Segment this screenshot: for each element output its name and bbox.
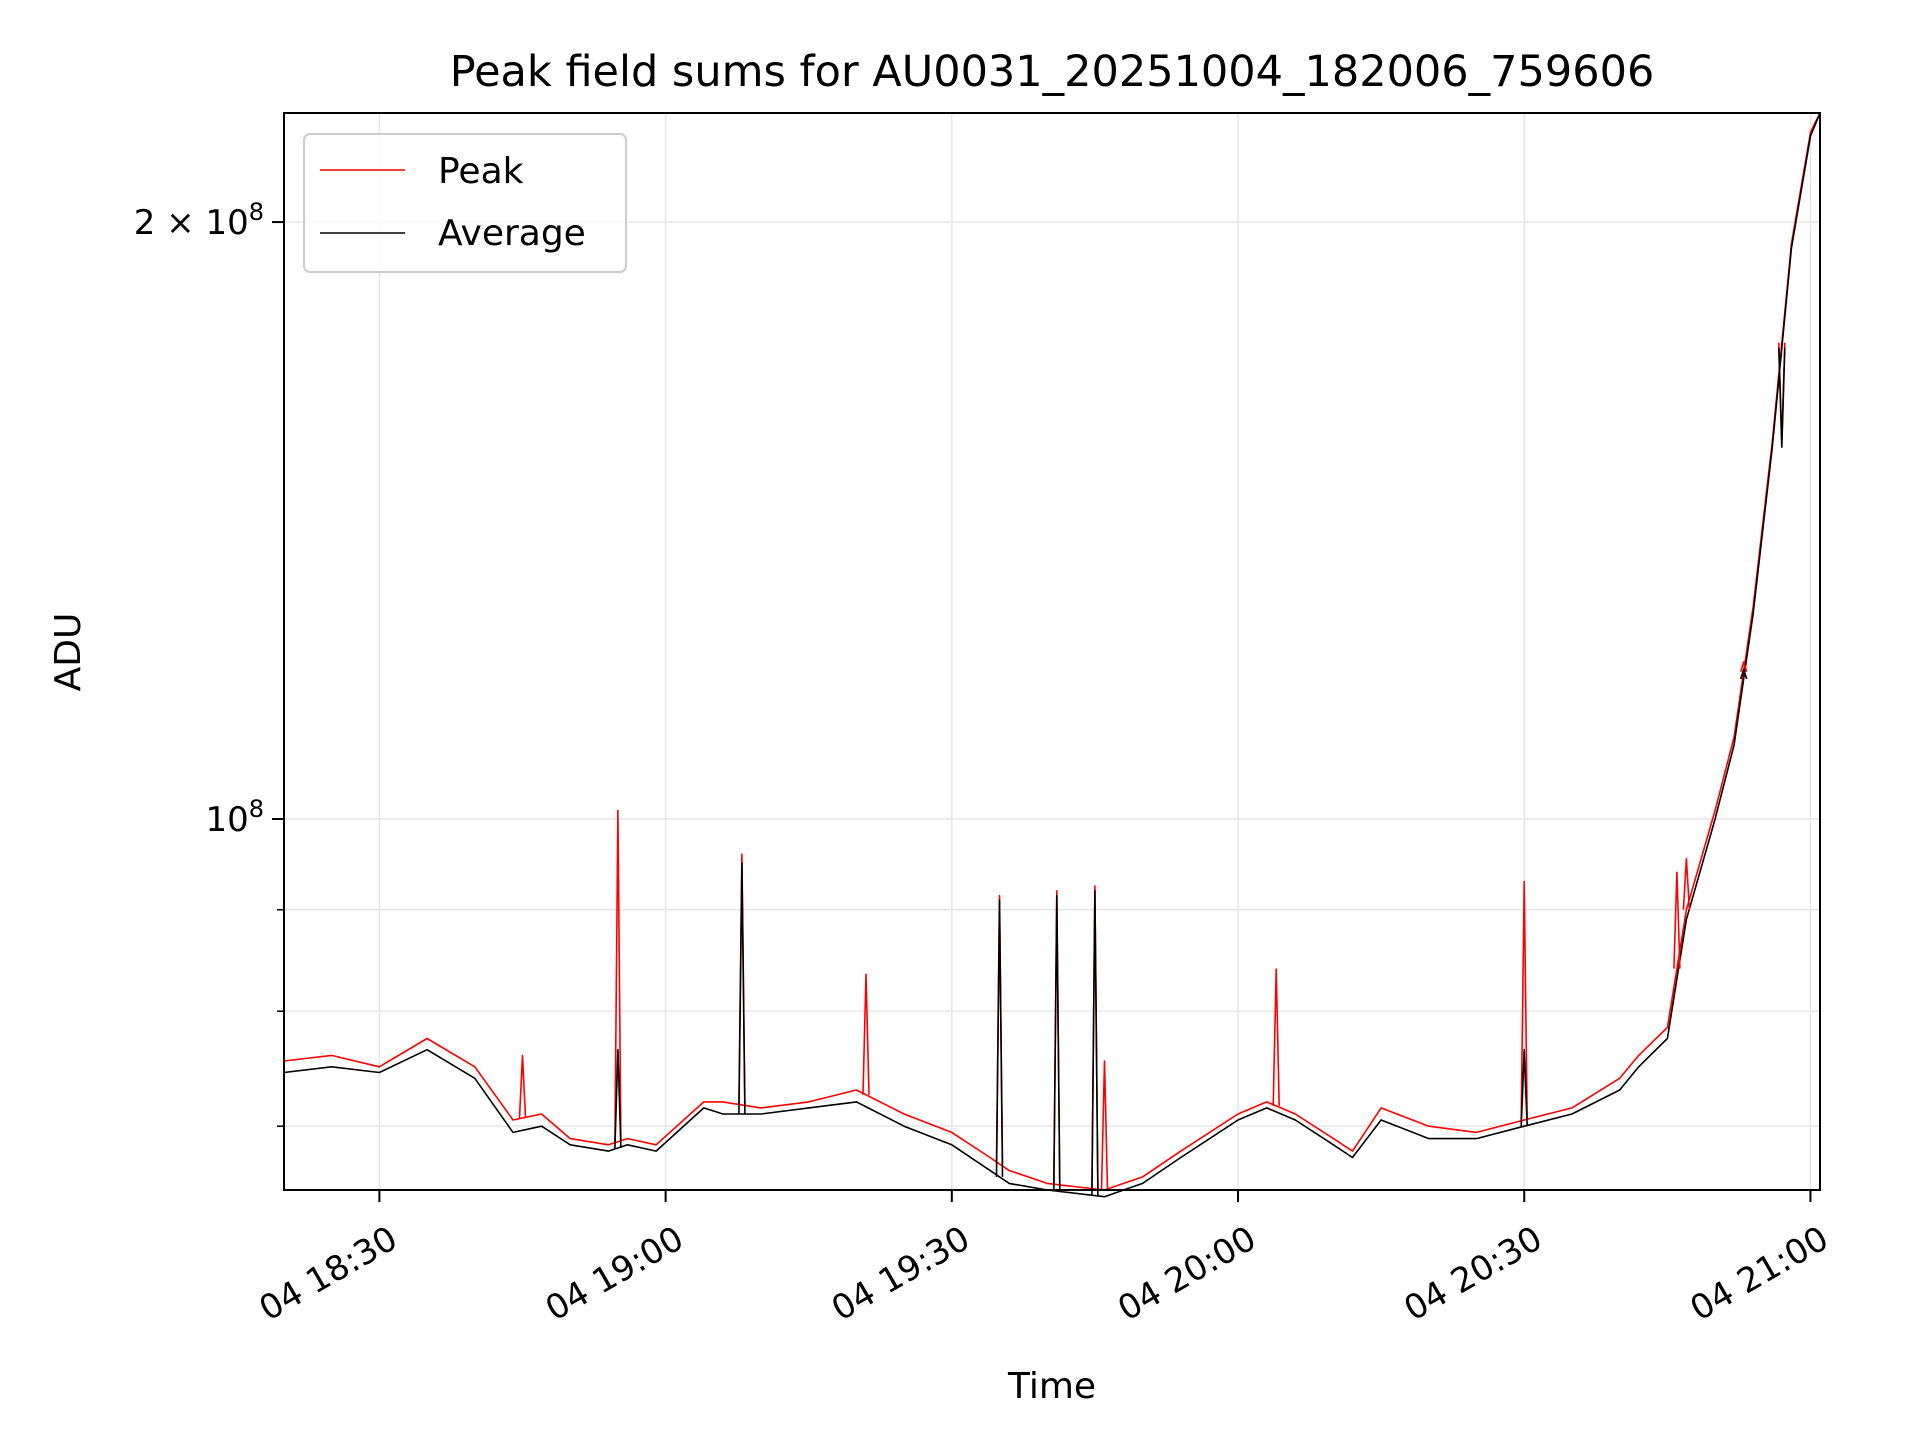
x-tick-label: 04 18:30 xyxy=(253,1219,405,1330)
legend-entry-peak: Peak xyxy=(438,151,524,192)
spike-average xyxy=(995,899,1004,1177)
spike-peak xyxy=(1673,871,1681,969)
x-axis-label: Time xyxy=(1007,1366,1096,1407)
series-line-average xyxy=(283,112,1821,1198)
grid xyxy=(284,113,1820,1190)
spike-peak xyxy=(1682,857,1691,910)
spike-peak xyxy=(518,1054,527,1119)
x-tick-label: 04 20:00 xyxy=(1111,1219,1263,1330)
legend-entry-average: Average xyxy=(438,213,586,254)
legend-box xyxy=(303,133,627,273)
spike-peak xyxy=(862,973,870,1095)
spike-average xyxy=(614,1048,622,1149)
x-tick-label: 04 21:00 xyxy=(1684,1219,1836,1330)
spike-average xyxy=(1520,1048,1528,1127)
x-tick-label: 04 19:00 xyxy=(539,1219,691,1330)
spike-peak xyxy=(1100,1060,1109,1191)
x-tick-label: 04 20:30 xyxy=(1397,1219,1549,1330)
x-axis: 04 18:30 04 19:00 04 19:30 04 20:00 04 20:30… xyxy=(253,1190,1836,1330)
y-axis-label: ADU xyxy=(48,613,89,692)
spike-average xyxy=(1739,668,1748,680)
spike-average xyxy=(1091,889,1099,1196)
series-line-peak xyxy=(283,112,1821,1191)
spike-peak xyxy=(1739,661,1748,672)
spike-average xyxy=(738,862,746,1115)
chart-title: Peak field sums for AU0031_20251004_1820… xyxy=(450,47,1655,97)
plot-frame xyxy=(283,112,1821,1191)
spike-peak xyxy=(1520,880,1528,1121)
y-tick-label: 108 xyxy=(205,795,264,840)
plot-area xyxy=(283,112,1821,1198)
spike-peak xyxy=(614,809,622,1142)
y-tick-label: 2 × 108 xyxy=(134,198,264,243)
y-axis: 108 2 × 108 xyxy=(134,198,284,1127)
spike-peak xyxy=(1272,968,1280,1106)
legend: Peak Average xyxy=(303,133,627,273)
spike-average xyxy=(1778,347,1786,448)
spike-average xyxy=(1053,894,1061,1192)
x-tick-label: 04 19:30 xyxy=(825,1219,977,1330)
